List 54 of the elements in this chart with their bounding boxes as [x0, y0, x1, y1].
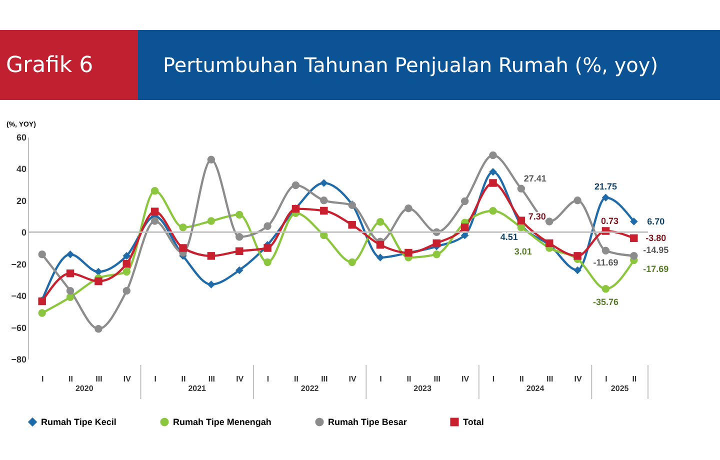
- legend-label: Rumah Tipe Menengah: [173, 416, 272, 427]
- text: 2020: [75, 384, 94, 393]
- data-label: -11.69: [593, 258, 618, 268]
- y-tick-label: 20: [16, 196, 26, 206]
- x-tick-label: II: [632, 374, 637, 384]
- x-tick-label: II: [181, 374, 186, 384]
- y-tick-label: 60: [16, 132, 26, 142]
- data-label: 0.73: [600, 216, 618, 226]
- x-tick-label: I: [41, 374, 44, 384]
- y-tick-label: −80: [11, 354, 26, 364]
- data-label: -35.76: [592, 296, 618, 307]
- data-label: -3.80: [646, 233, 666, 244]
- x-tick-label: II: [519, 374, 524, 384]
- text: 2025: [610, 384, 630, 393]
- x-tick-label: I: [380, 374, 382, 384]
- data-label: 7.30: [528, 212, 546, 222]
- y-tick-label: −60: [11, 322, 26, 333]
- data-label: 6.70: [647, 216, 665, 227]
- text: 2022: [300, 384, 320, 393]
- legend-label: Rumah Tipe Besar: [328, 416, 408, 427]
- x-tick-label: IV: [123, 374, 132, 384]
- x-tick-label: II: [294, 374, 298, 384]
- x-tick-label: IV: [348, 374, 358, 384]
- chart-subtitle: Grafik 6: [0, 30, 138, 100]
- legend-label: Total: [463, 416, 484, 427]
- x-tick-label: IV: [574, 374, 582, 384]
- x-tick-label: II: [68, 374, 73, 384]
- text: 2023: [414, 384, 432, 393]
- text: 2021: [188, 384, 207, 393]
- chart-title: Pertumbuhan Tahunan Penjualan Rumah (%, yoy): [138, 30, 720, 100]
- x-tick-label: I: [605, 374, 608, 384]
- data-label: -17.69: [643, 264, 669, 274]
- y-tick-label: 0: [21, 228, 26, 238]
- x-tick-label: I: [154, 374, 156, 384]
- y-tick-label: 40: [16, 164, 26, 174]
- x-tick-label: III: [321, 374, 328, 384]
- x-tick-label: I: [492, 374, 495, 384]
- y-tick-label: −40: [11, 291, 26, 302]
- data-label: -14.95: [643, 244, 669, 255]
- data-label: 27.41: [524, 174, 546, 184]
- data-label: 3.01: [514, 246, 532, 256]
- x-tick-label: III: [96, 374, 102, 384]
- x-tick-label: III: [546, 374, 554, 384]
- text: 2024: [526, 384, 545, 393]
- y-tick-label: −20: [11, 259, 26, 270]
- legend-label: Rumah Tipe Kecil: [41, 416, 116, 427]
- data-label: 21.75: [594, 182, 617, 192]
- x-tick-label: IV: [236, 374, 244, 384]
- data-label: 4.51: [500, 232, 518, 242]
- x-tick-label: III: [208, 374, 216, 384]
- x-tick-label: II: [406, 374, 412, 384]
- x-tick-label: I: [266, 374, 270, 384]
- x-tick-label: IV: [462, 374, 470, 384]
- x-tick-label: III: [434, 374, 440, 384]
